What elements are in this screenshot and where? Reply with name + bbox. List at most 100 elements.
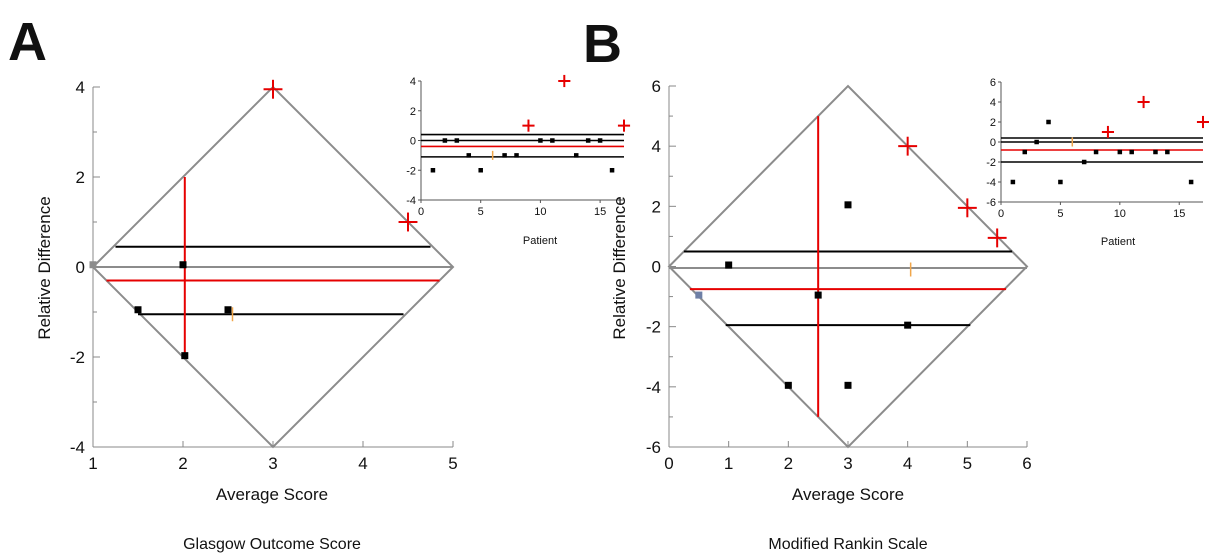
b-inset-point-12 xyxy=(1153,149,1158,155)
a-main-x-tick-label: 3 xyxy=(268,454,277,473)
a-main-y-tick-label: -2 xyxy=(70,348,85,367)
a-inset-point-8 xyxy=(522,119,535,132)
b-inset-y-tick-label: 6 xyxy=(990,77,996,89)
b-main-x-tick-label: 6 xyxy=(1022,454,1031,473)
b-inset-x-tick-label: 10 xyxy=(1114,208,1126,220)
b-inset-point-14 xyxy=(1188,179,1194,185)
b-inset-point-4 xyxy=(1058,179,1063,185)
panel-b: B Average Score Relative Difference Modi… xyxy=(583,14,1209,553)
a-inset-point-11 xyxy=(558,74,571,88)
a-main-y-tick-label: 0 xyxy=(76,258,85,277)
a-main-point-2 xyxy=(134,306,142,314)
b-main-x-tick-label: 5 xyxy=(963,454,972,473)
panel-a-inset-x-label: Patient xyxy=(523,235,557,247)
panel-b-caption: Modified Rankin Scale xyxy=(768,536,927,553)
a-main-x-tick-label: 5 xyxy=(448,454,457,473)
b-inset-point-8 xyxy=(1101,125,1115,139)
a-inset-x-tick-label: 0 xyxy=(418,206,424,218)
panel-a-main-plot: -4 -2 0 2 4 1 2 3 4 5 xyxy=(70,78,458,473)
panel-b-x-axis-label: Average Score xyxy=(792,485,904,504)
b-inset-y-tick-label: 0 xyxy=(990,137,996,149)
a-inset-x-tick-label: 5 xyxy=(478,206,484,218)
b-inset-y-tick-label: 2 xyxy=(990,117,996,129)
panel-a: A Average Score Relative Difference Glas… xyxy=(8,12,631,553)
b-main-point-9 xyxy=(957,198,977,218)
b-inset-point-1 xyxy=(1022,149,1028,155)
a-inset-point-15 xyxy=(609,168,615,173)
a-inset-y-tick-label: 4 xyxy=(410,76,416,88)
b-main-point-10 xyxy=(987,228,1007,248)
b-main-point-0 xyxy=(725,261,733,269)
b-main-y-tick-label: -6 xyxy=(646,438,661,457)
b-inset-y-tick-label: 4 xyxy=(990,97,996,109)
b-main-y-tick-label: 0 xyxy=(652,258,661,277)
a-inset-x-tick-label: 15 xyxy=(594,206,606,218)
panel-a-caption: Glasgow Outcome Score xyxy=(183,536,361,553)
a-inset-point-7 xyxy=(514,153,519,158)
a-main-point-3 xyxy=(224,306,232,314)
b-main-x-tick-label: 4 xyxy=(903,454,912,473)
a-inset-y-tick-label: 2 xyxy=(410,106,416,118)
b-main-y-tick-label: 2 xyxy=(652,197,661,216)
a-main-point-6 xyxy=(263,79,283,99)
b-inset-point-13 xyxy=(1165,149,1170,155)
a-main-point-1 xyxy=(179,261,187,269)
a-main-x-tick-label: 1 xyxy=(88,454,97,473)
a-inset-point-10 xyxy=(550,138,555,143)
b-inset-point-15 xyxy=(1196,115,1209,129)
a-inset-y-tick-label: -4 xyxy=(406,195,416,207)
panel-a-y-axis-label: Relative Difference xyxy=(35,196,54,339)
b-inset-point-11 xyxy=(1137,95,1150,109)
b-main-point-6 xyxy=(844,381,852,389)
b-inset-y-tick-label: -6 xyxy=(986,197,996,209)
a-inset-point-14 xyxy=(597,138,603,143)
a-inset-x-tick-label: 10 xyxy=(534,206,546,218)
b-main-y-tick-label: -2 xyxy=(646,318,661,337)
panel-a-inset-plot: Patient -4 -2 0 2 4 0 5 10 15 xyxy=(406,74,631,247)
a-main-y-tick-label: 2 xyxy=(76,168,85,187)
b-inset-point-9 xyxy=(1117,149,1123,155)
b-main-y-tick-label: -4 xyxy=(646,378,661,397)
b-main-point-2 xyxy=(814,291,822,299)
panel-b-inset-plot: Patient -6 -4 -2 0 2 4 6 0 5 10 15 xyxy=(986,77,1209,248)
a-main-x-tick-label: 2 xyxy=(178,454,187,473)
panel-a-letter: A xyxy=(8,12,47,72)
a-inset-point-0 xyxy=(430,168,436,173)
b-main-point-3 xyxy=(844,201,852,209)
b-main-x-tick-label: 1 xyxy=(724,454,733,473)
a-inset-point-3 xyxy=(466,153,472,158)
b-inset-x-tick-label: 0 xyxy=(998,208,1004,220)
a-main-y-tick-label: 4 xyxy=(76,78,85,97)
b-main-point-8 xyxy=(898,136,918,156)
b-main-x-tick-label: 3 xyxy=(843,454,852,473)
a-inset-point-4 xyxy=(478,168,483,173)
b-inset-point-3 xyxy=(1046,119,1051,125)
a-inset-point-13 xyxy=(585,138,591,143)
b-inset-y-tick-label: -4 xyxy=(986,177,996,189)
panel-a-x-axis-label: Average Score xyxy=(216,485,328,504)
panel-b-y-axis-label: Relative Difference xyxy=(610,196,629,339)
b-inset-point-0 xyxy=(1010,179,1016,185)
panel-b-main-plot: -6 -4 -2 0 2 4 6 0 1 2 3 4 5 6 xyxy=(646,77,1032,473)
panel-b-letter: B xyxy=(583,14,622,74)
a-main-y-tick-label: -4 xyxy=(70,438,85,457)
a-inset-point-1 xyxy=(442,138,448,143)
a-inset-point-6 xyxy=(502,153,507,158)
b-inset-x-tick-label: 15 xyxy=(1173,208,1185,220)
a-inset-point-2 xyxy=(454,138,460,143)
a-inset-y-tick-label: -2 xyxy=(406,165,416,177)
a-inset-point-9 xyxy=(538,138,543,143)
b-main-x-tick-label: 2 xyxy=(784,454,793,473)
b-main-y-tick-label: 4 xyxy=(652,137,661,156)
b-main-x-tick-label: 0 xyxy=(664,454,673,473)
b-main-point-1 xyxy=(695,291,703,299)
a-main-x-tick-label: 4 xyxy=(358,454,367,473)
b-main-point-5 xyxy=(784,381,792,389)
a-main-point-7 xyxy=(398,212,418,232)
a-main-point-0 xyxy=(89,261,97,269)
b-main-diamond xyxy=(667,84,1029,449)
b-inset-point-10 xyxy=(1129,149,1134,155)
a-inset-point-12 xyxy=(573,153,579,158)
b-inset-point-6 xyxy=(1081,159,1087,165)
